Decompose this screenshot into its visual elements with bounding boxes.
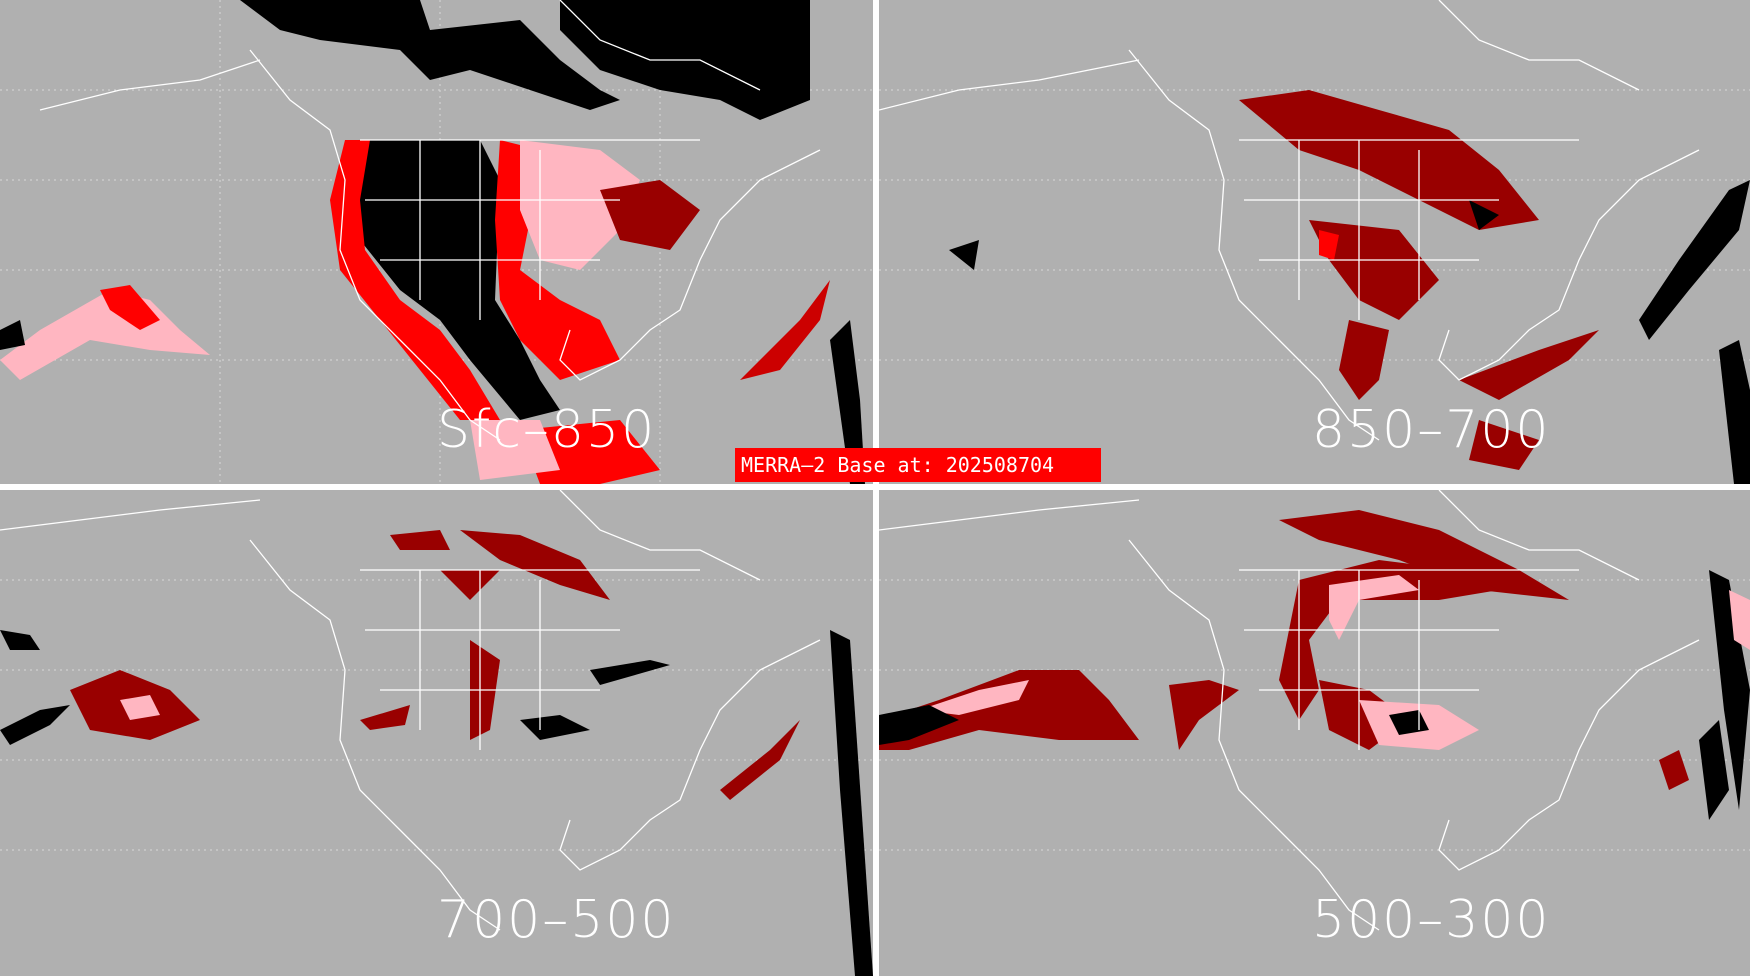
map-panel-500-300 (879, 490, 1750, 976)
black-streak-east (830, 630, 873, 976)
coastlines (39, 0, 821, 441)
coastlines (879, 0, 1700, 441)
panel-label-500-300: 500–300 (1312, 890, 1551, 950)
black-streak-east (830, 320, 865, 484)
black-region-west (350, 140, 560, 420)
black-streak-east (1719, 340, 1750, 484)
pink-streak-east (1729, 590, 1750, 650)
map-sfc-850 (0, 0, 873, 484)
darkred-region-west (360, 705, 410, 730)
red-region-west (330, 140, 500, 420)
map-700-500 (0, 490, 873, 976)
graticule (879, 89, 1750, 361)
pink-region-pacific (919, 680, 1029, 715)
darkred-region-east (600, 180, 700, 250)
darkred-region-north (1239, 90, 1539, 230)
black-streak-east-lower (1699, 720, 1729, 820)
pacific-black-spot (0, 320, 25, 350)
darkred-region-lakes (440, 570, 500, 600)
black-streak-left (0, 630, 40, 650)
black-streak-gulf-east (590, 660, 670, 685)
graticule (0, 579, 873, 851)
pink-region-plains (520, 140, 640, 270)
darkred-region-lake (1469, 420, 1539, 470)
darkred-streak-atlantic (720, 720, 800, 800)
black-streak-atlantic (1639, 180, 1750, 340)
darkred-region-north (460, 530, 610, 600)
coastlines (879, 490, 1700, 931)
black-region-north (240, 0, 620, 110)
panel-label-850-700: 850–700 (1312, 400, 1551, 460)
darkred-region-pacific (879, 670, 1139, 750)
red-region-spot (1319, 230, 1339, 260)
graticule (0, 0, 873, 484)
pacific-feature-edge (100, 285, 160, 330)
darkred-streak-pacific (1169, 680, 1239, 750)
darkred-region-canada (390, 530, 450, 550)
black-streak-lakes (1469, 200, 1499, 230)
black-streak-east (1709, 570, 1750, 810)
black-region-pacific (879, 705, 959, 745)
panel-label-sfc-850: Sfc–850 (437, 400, 657, 460)
pink-region-pacific (120, 695, 160, 720)
darkred-region-atlantic (1459, 330, 1599, 400)
panel-label-700-500: 700–500 (437, 890, 676, 950)
map-panel-700-500 (0, 490, 873, 976)
merra-base-banner: MERRA–2 Base at: 202508704 (735, 448, 1101, 482)
pacific-feature (0, 290, 210, 380)
pink-region-central (1329, 575, 1419, 640)
darkred-region-central (1309, 220, 1439, 320)
map-500-300 (879, 490, 1750, 931)
red-region-atlantic (740, 280, 830, 380)
darkred-region-texas (1339, 320, 1389, 400)
darkred-streak-east (1659, 750, 1689, 790)
black-streak-central (520, 715, 590, 740)
darkred-region-north (1279, 510, 1569, 600)
black-spot-pacific (949, 240, 979, 270)
coastlines (0, 490, 821, 931)
map-panel-sfc-850 (0, 0, 873, 484)
map-850-700 (879, 0, 1750, 484)
black-streak-pacific (0, 705, 70, 745)
map-panel-850-700 (879, 0, 1750, 484)
